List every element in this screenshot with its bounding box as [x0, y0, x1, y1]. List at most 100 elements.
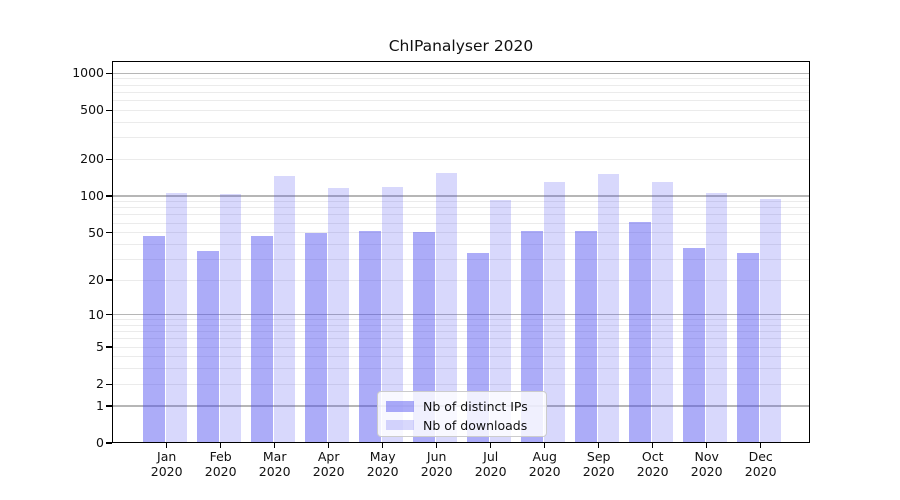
bar-distinct-ips-may	[359, 230, 381, 443]
x-axis-tick-label: Apr 2020	[297, 449, 361, 479]
bar-distinct-ips-jan	[143, 235, 165, 443]
bar-downloads-apr	[327, 188, 350, 443]
x-axis-tick-label: Nov 2020	[675, 449, 739, 479]
x-axis-tick-label: May 2020	[351, 449, 415, 479]
x-axis-tick	[490, 443, 492, 448]
minor-gridline	[112, 368, 810, 370]
bar-distinct-ips-feb	[197, 251, 219, 443]
y-axis-tick	[105, 109, 112, 112]
x-axis-tick-label: Aug 2020	[513, 449, 577, 479]
minor-gridline	[112, 137, 810, 139]
minor-gridline	[112, 207, 810, 209]
month-label: Sep	[586, 449, 611, 464]
y-axis-tick	[105, 231, 112, 234]
month-label: Jan	[157, 449, 177, 464]
month-label: Jun	[426, 449, 447, 464]
minor-gridline	[112, 243, 810, 245]
x-axis-tick	[274, 443, 276, 448]
month-label: Aug	[532, 449, 557, 464]
bar-distinct-ips-oct	[629, 222, 651, 443]
y-axis-tick	[105, 442, 112, 444]
x-axis-tick-label: Feb 2020	[189, 449, 253, 479]
month-label: Apr	[317, 449, 340, 464]
month-label: Oct	[641, 449, 664, 464]
year-label: 2020	[474, 464, 507, 479]
minor-gridline	[112, 84, 810, 86]
y-axis-tick	[105, 72, 112, 75]
bar-downloads-jul	[489, 199, 512, 443]
year-label: 2020	[582, 464, 615, 479]
x-axis-tick	[760, 443, 762, 448]
x-axis-tick	[652, 443, 654, 448]
bar-downloads-may	[381, 187, 404, 443]
x-axis-tick	[166, 443, 168, 448]
bar-downloads-feb	[219, 193, 242, 443]
bar-downloads-oct	[651, 182, 674, 443]
minor-gridline	[112, 331, 810, 333]
minor-gridline	[112, 383, 810, 385]
year-label: 2020	[150, 464, 183, 479]
y-axis-tick-label: 5	[96, 339, 104, 355]
x-axis-tick	[544, 443, 546, 448]
y-axis-tick	[105, 195, 112, 197]
year-label: 2020	[690, 464, 723, 479]
major-gridline	[112, 195, 810, 197]
legend: Nb of distinct IPs Nb of downloads	[377, 391, 547, 437]
minor-gridline	[112, 100, 810, 102]
y-axis-tick	[105, 346, 112, 348]
y-axis-tick	[105, 158, 112, 160]
y-axis-tick-label: 50	[88, 224, 104, 240]
y-axis-tick-label: 2	[96, 376, 104, 392]
x-axis-tick	[382, 443, 384, 448]
minor-gridline	[112, 109, 810, 111]
bar-downloads-dec	[759, 198, 782, 443]
minor-gridline	[112, 222, 810, 224]
bar-distinct-ips-nov	[683, 248, 705, 443]
bar-downloads-aug	[543, 182, 566, 443]
minor-gridline	[112, 201, 810, 203]
x-axis-tick	[328, 443, 330, 448]
plot-area: Nb of distinct IPs Nb of downloads	[112, 61, 810, 443]
legend-label-distinct-ips: Nb of distinct IPs	[423, 399, 528, 414]
y-axis-tick	[105, 314, 112, 316]
month-label: Feb	[209, 449, 232, 464]
year-label: 2020	[204, 464, 237, 479]
minor-gridline	[112, 91, 810, 93]
year-label: 2020	[528, 464, 561, 479]
bar-downloads-jun	[435, 173, 458, 443]
legend-swatch-downloads	[386, 419, 414, 431]
y-axis-tick-label: 10	[88, 306, 104, 322]
year-label: 2020	[258, 464, 291, 479]
y-axis-tick	[105, 405, 112, 407]
x-axis-tick-label: Oct 2020	[621, 449, 685, 479]
bar-distinct-ips-aug	[521, 230, 543, 443]
minor-gridline	[112, 258, 810, 260]
year-label: 2020	[312, 464, 345, 479]
legend-label-downloads: Nb of downloads	[423, 417, 528, 433]
y-axis-tick-label: 1	[96, 397, 104, 413]
minor-gridline	[112, 214, 810, 216]
x-axis-tick	[598, 443, 600, 448]
bar-distinct-ips-dec	[737, 252, 759, 443]
x-axis-tick	[220, 443, 222, 448]
legend-item-distinct-ips: Nb of distinct IPs	[386, 398, 538, 416]
bar-downloads-mar	[273, 176, 296, 443]
bar-distinct-ips-jun	[413, 231, 435, 443]
bar-distinct-ips-apr	[305, 232, 327, 443]
year-label: 2020	[366, 464, 399, 479]
x-axis-tick-label: Jun 2020	[405, 449, 469, 479]
major-gridline	[112, 72, 810, 75]
y-axis-tick	[105, 383, 112, 385]
minor-gridline	[112, 356, 810, 358]
x-axis-tick-label: Mar 2020	[243, 449, 307, 479]
x-axis-tick-label: Jan 2020	[135, 449, 199, 479]
minor-gridline	[112, 232, 810, 234]
bar-distinct-ips-sep	[575, 230, 597, 443]
bar-downloads-jan	[165, 193, 188, 443]
year-label: 2020	[636, 464, 669, 479]
legend-swatch-distinct-ips	[386, 401, 414, 412]
y-axis-tick	[105, 279, 112, 281]
bar-downloads-sep	[597, 173, 620, 443]
x-axis-tick	[436, 443, 438, 448]
